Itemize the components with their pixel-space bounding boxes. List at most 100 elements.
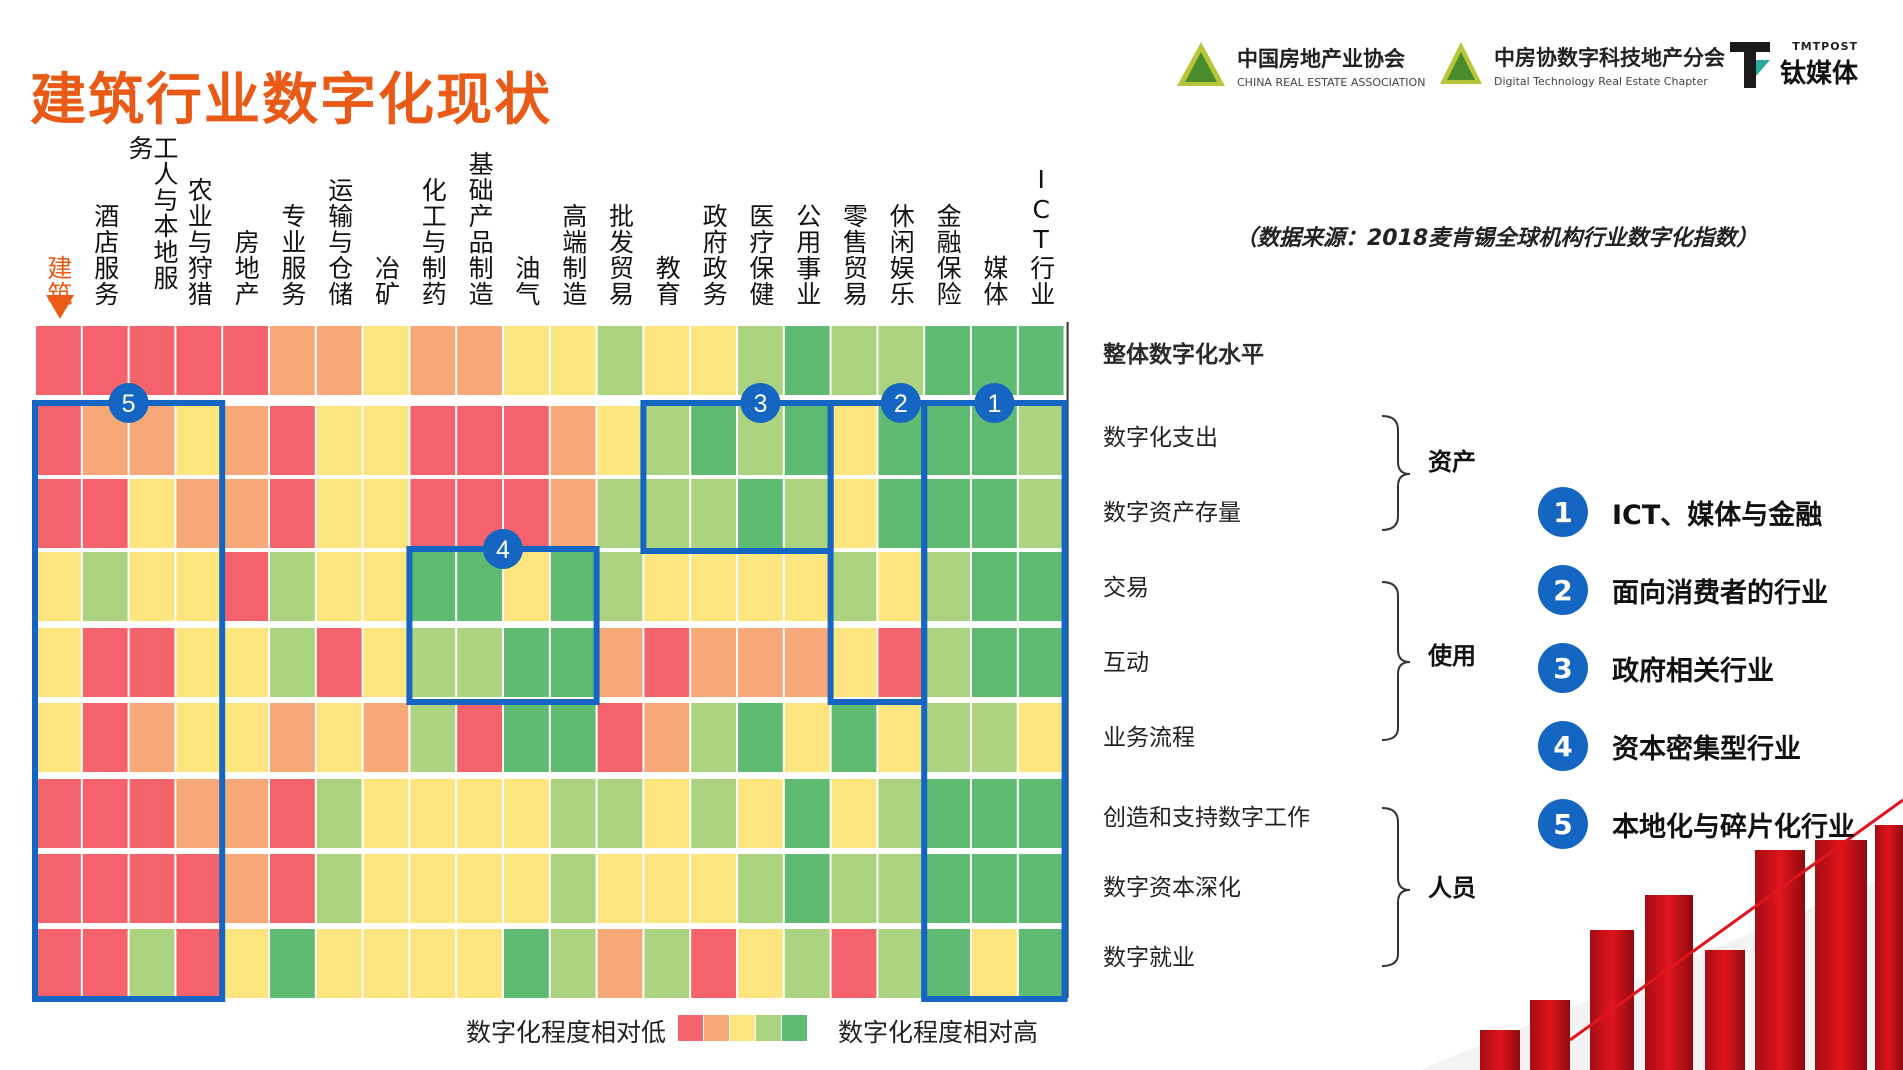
chapter-logo-cn: 中房协数字科技地产分会: [1494, 46, 1725, 70]
column-header: ICT行业: [1018, 135, 1065, 307]
heatmap-cell: [457, 929, 502, 998]
heatmap-cell: [176, 552, 222, 621]
cluster-badge-number: 3: [753, 390, 767, 418]
heatmap-cell: [82, 552, 128, 621]
heatmap-cell: [36, 479, 81, 548]
heatmap-cell: [363, 552, 409, 621]
heatmap-cell: [223, 479, 268, 548]
tmtpost-logo-cn: 钛媒体: [1780, 59, 1859, 89]
heatmap-cell: [925, 406, 970, 475]
heatmap-cell: [223, 628, 268, 697]
heatmap-cell: [270, 929, 315, 998]
column-header: 高端制造: [550, 135, 597, 307]
heatmap-cell: [831, 703, 877, 772]
heatmap-cell: [129, 779, 175, 848]
heatmap-cell: [644, 628, 690, 697]
heatmap-cell: [316, 929, 362, 998]
heatmap-cell: [36, 703, 81, 772]
tmtpost-t-icon: [1730, 42, 1770, 88]
heatmap-cell: [550, 779, 596, 848]
heatmap-cell: [738, 929, 783, 998]
heatmap-cell: [784, 779, 830, 848]
heatmap-cell: [363, 703, 409, 772]
cluster-2-badge: 2: [1538, 565, 1588, 615]
column-header: 油气: [503, 135, 550, 307]
heatmap-cell: [831, 779, 877, 848]
heatmap-cell: [550, 854, 596, 923]
heatmap-cell: [129, 929, 175, 998]
cluster-2: 2 面向消费者的行业: [1538, 565, 1828, 615]
legend-high-label: 数字化程度相对高: [838, 1018, 1039, 1047]
column-header-label: 媒体: [979, 255, 1009, 307]
column-header-label: 医疗保健: [745, 203, 775, 307]
heatmap-cell: [738, 779, 783, 848]
cluster-1-badge: 1: [1538, 487, 1588, 537]
heatmap-cell: [972, 779, 1017, 848]
column-header: 专业服务: [269, 135, 316, 307]
heatmap-cell: [363, 628, 409, 697]
heatmap-cell: [223, 552, 268, 621]
legend-swatch: [678, 1015, 703, 1041]
heatmap-cell: [82, 703, 128, 772]
heatmap-cell: [691, 854, 736, 923]
heatmap-cell: [784, 854, 830, 923]
heatmap-cell: [410, 854, 456, 923]
heatmap-cell: [176, 326, 222, 395]
heatmap-cell: [1018, 703, 1064, 772]
column-header: 公用事业: [784, 135, 831, 307]
tmtpost-logo-en: TMTPOST: [1792, 40, 1859, 53]
heatmap-cell: [878, 929, 924, 998]
column-header-label: 政府政务: [699, 203, 729, 307]
heatmap-cell: [504, 929, 549, 998]
heatmap-cell: [410, 326, 456, 395]
cluster-badge: [108, 383, 149, 423]
heatmap-cell: [129, 479, 175, 548]
heatmap-cell: [1018, 628, 1064, 697]
heatmap-cell: [972, 703, 1017, 772]
heatmap-cell: [925, 779, 970, 848]
column-header-label: 化工与制药: [418, 177, 448, 307]
crea-logo: 中国房地产业协会 CHINA REAL ESTATE ASSOCIATION: [1175, 40, 1425, 92]
heatmap-cell: [36, 406, 81, 475]
heatmap-cell: [129, 326, 175, 395]
column-header: 金融保险: [924, 135, 971, 307]
heatmap-cell: [457, 406, 502, 475]
heatmap-cell: [1018, 326, 1064, 395]
heatmap-cell: [644, 929, 690, 998]
heatmap-cell: [925, 854, 970, 923]
heatmap-cell: [1018, 929, 1064, 998]
heatmap-cell: [457, 326, 502, 395]
column-header-label: 教育: [652, 255, 682, 307]
heatmap-cell: [925, 479, 970, 548]
chapter-emblem-icon: [1440, 42, 1482, 84]
column-header-label: 休闲娱乐: [886, 203, 916, 307]
legend-low-label: 数字化程度相对低: [466, 1018, 667, 1047]
legend-color-scale: [678, 1015, 807, 1041]
cluster-badge: [974, 383, 1015, 423]
heatmap-cell: [363, 854, 409, 923]
heatmap-cell: [82, 479, 128, 548]
heatmap-cell: [223, 326, 268, 395]
column-header-label: 运输与仓储: [324, 177, 354, 307]
heatmap-cell: [597, 326, 643, 395]
heatmap-cell: [129, 628, 175, 697]
heatmap-cell: [504, 628, 549, 697]
row-label: 互动: [1103, 650, 1149, 676]
row-label: 创造和支持数字工作: [1103, 805, 1310, 831]
heatmap-cell: [597, 406, 643, 475]
column-header: 基础产品制造: [456, 135, 503, 307]
heatmap-cell: [176, 628, 222, 697]
column-header: 休闲娱乐: [877, 135, 924, 307]
heatmap-cell: [457, 703, 502, 772]
heatmap-cell: [972, 628, 1017, 697]
heatmap-cell: [82, 929, 128, 998]
heatmap-cell: [550, 326, 596, 395]
heatmap-cell: [691, 929, 736, 998]
heatmap-cell: [831, 628, 877, 697]
heatmap-cell: [550, 552, 596, 621]
heatmap-cell: [831, 854, 877, 923]
heatmap-cell: [504, 779, 549, 848]
group-usage: 使用: [1428, 642, 1476, 670]
heatmap-cell: [1018, 406, 1064, 475]
